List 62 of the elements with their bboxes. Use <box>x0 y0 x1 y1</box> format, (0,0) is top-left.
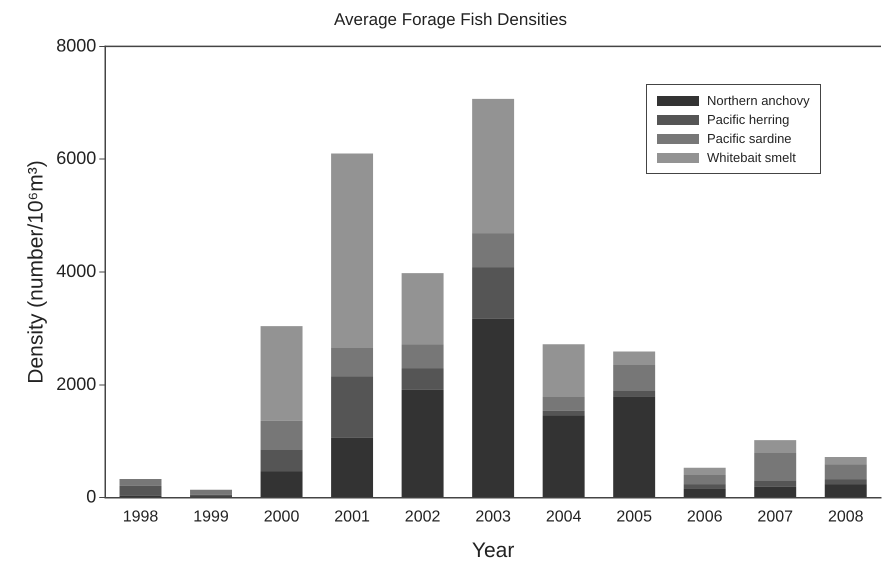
legend-label: Northern anchovy <box>707 93 810 108</box>
bar <box>120 486 162 496</box>
bar <box>824 456 867 464</box>
legend-label: Pacific herring <box>707 112 790 128</box>
x-tick-label: 2004 <box>546 508 582 526</box>
bar <box>120 478 162 486</box>
x-axis-title: Year <box>472 539 514 562</box>
bar <box>331 438 374 498</box>
bar <box>542 396 585 411</box>
x-tick-label: 2001 <box>334 508 370 526</box>
y-tick-label: 4000 <box>56 260 96 281</box>
bar <box>684 475 726 484</box>
bar <box>542 415 585 498</box>
bar <box>542 410 585 416</box>
x-tick-label: 1999 <box>193 508 229 526</box>
bar <box>824 480 867 484</box>
y-tick-label: 0 <box>86 486 96 507</box>
x-tick-label: 2007 <box>757 508 794 526</box>
bar <box>613 391 656 397</box>
bar <box>402 390 444 498</box>
y-tick-label: 8000 <box>56 35 96 56</box>
x-tick-label: 2002 <box>404 508 440 526</box>
legend-label: Pacific sardine <box>707 131 792 146</box>
bar <box>331 154 374 348</box>
bar <box>402 368 444 390</box>
bar <box>260 471 303 498</box>
bar <box>613 365 656 392</box>
bar <box>684 484 726 489</box>
bar <box>472 318 514 498</box>
y-tick-label: 2000 <box>56 374 96 394</box>
bar <box>754 453 796 481</box>
bar <box>472 98 514 234</box>
bar <box>472 233 514 268</box>
bar <box>613 396 656 498</box>
bar <box>402 344 444 368</box>
bar <box>754 480 796 487</box>
bar <box>684 468 726 476</box>
bar <box>754 440 796 454</box>
bar <box>260 326 303 421</box>
chart-title: Average Forage Fish Densities <box>334 10 568 29</box>
bar <box>190 490 232 495</box>
bar <box>402 273 444 344</box>
bar <box>684 488 726 498</box>
bar <box>824 464 867 480</box>
bar <box>542 344 585 397</box>
bar <box>472 267 514 319</box>
y-tick-label: 6000 <box>56 148 96 168</box>
x-tick-label: 2008 <box>828 508 864 526</box>
bar <box>754 486 796 498</box>
y-axis-title: Density (number/10⁶m³) <box>24 160 48 384</box>
x-tick-label: 1998 <box>122 508 158 526</box>
bar <box>613 352 656 366</box>
x-tick-label: 2000 <box>264 508 300 526</box>
bar <box>331 376 374 438</box>
bar <box>260 420 303 450</box>
bar <box>260 450 303 472</box>
x-tick-label: 2006 <box>686 508 723 526</box>
x-tick-label: 2005 <box>616 508 652 526</box>
bar <box>331 348 374 376</box>
x-tick-label: 2003 <box>475 508 512 526</box>
legend-label: Whitebait smelt <box>707 150 796 166</box>
bar <box>824 484 867 498</box>
